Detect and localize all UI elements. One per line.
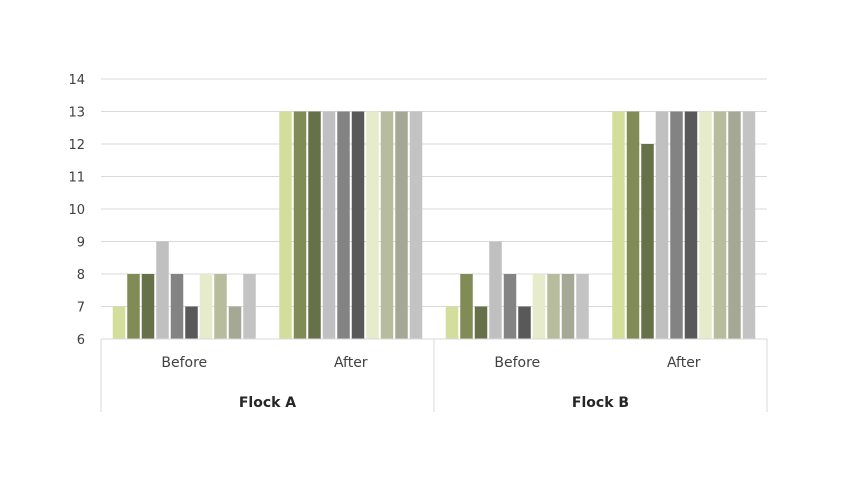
bar-s10-cat3	[576, 274, 589, 339]
bar-s4-cat3	[489, 241, 502, 339]
bar-s1-cat2	[279, 111, 292, 339]
bar-s2-cat1	[127, 274, 140, 339]
bar-s10-cat1	[243, 274, 256, 339]
bar-s6-cat2	[351, 111, 365, 339]
bar-s7-cat1	[199, 274, 213, 339]
bar-s6-cat3	[518, 306, 531, 339]
bar-s8-cat2	[380, 111, 394, 339]
bar-s6-cat4	[684, 111, 698, 339]
bar-s3-cat4	[641, 144, 654, 339]
x-group-label: Flock A	[239, 395, 296, 411]
bar-s5-cat3	[503, 274, 517, 339]
x-category-label: After	[667, 355, 701, 371]
y-tick-label: 11	[68, 171, 85, 186]
bar-s2-cat3	[460, 274, 473, 339]
bar-s4-cat1	[156, 241, 169, 339]
bar-s9-cat4	[728, 111, 741, 339]
bar-s3-cat3	[474, 306, 488, 339]
bar-s9-cat1	[228, 306, 242, 339]
bar-s4-cat2	[322, 111, 336, 339]
y-tick-label: 10	[68, 203, 85, 218]
bar-s8-cat4	[713, 111, 727, 339]
bar-s3-cat1	[141, 274, 155, 339]
bar-s6-cat1	[185, 306, 198, 339]
bar-s7-cat2	[366, 111, 379, 339]
bar-s8-cat3	[547, 274, 560, 339]
x-axis: Before After Flock A Before After Flock B	[100, 338, 768, 412]
x-category-label: Before	[494, 355, 540, 371]
y-tick-label: 13	[68, 106, 85, 121]
bar-s10-cat4	[742, 111, 756, 339]
bar-s1-cat1	[112, 306, 126, 339]
bar-s1-cat4	[612, 111, 625, 339]
bar-s5-cat4	[670, 111, 683, 339]
bar-s4-cat4	[655, 111, 669, 339]
y-tick-label: 6	[77, 333, 85, 348]
bar-s5-cat1	[170, 274, 184, 339]
bars	[112, 111, 756, 339]
y-tick-label: 7	[77, 301, 85, 316]
bar-s2-cat2	[293, 111, 307, 339]
bar-s8-cat1	[214, 274, 227, 339]
y-axis-tick-labels: 6 7 8 9 10 11 12 13 14	[68, 73, 85, 348]
bar-s10-cat2	[409, 111, 423, 339]
bar-s7-cat4	[699, 111, 712, 339]
x-group-label: Flock B	[572, 395, 629, 411]
y-tick-label: 9	[77, 236, 85, 251]
bar-s2-cat4	[626, 111, 640, 339]
y-tick-label: 12	[68, 138, 85, 153]
bar-s9-cat2	[395, 111, 408, 339]
bar-s7-cat3	[532, 274, 546, 339]
bar-s5-cat2	[337, 111, 350, 339]
bar-s1-cat3	[445, 306, 459, 339]
bar-s9-cat3	[561, 274, 575, 339]
x-category-label: Before	[161, 355, 207, 371]
y-tick-label: 14	[68, 73, 85, 88]
bar-s3-cat2	[308, 111, 321, 339]
x-category-label: After	[334, 355, 368, 371]
y-tick-label: 8	[77, 268, 85, 283]
